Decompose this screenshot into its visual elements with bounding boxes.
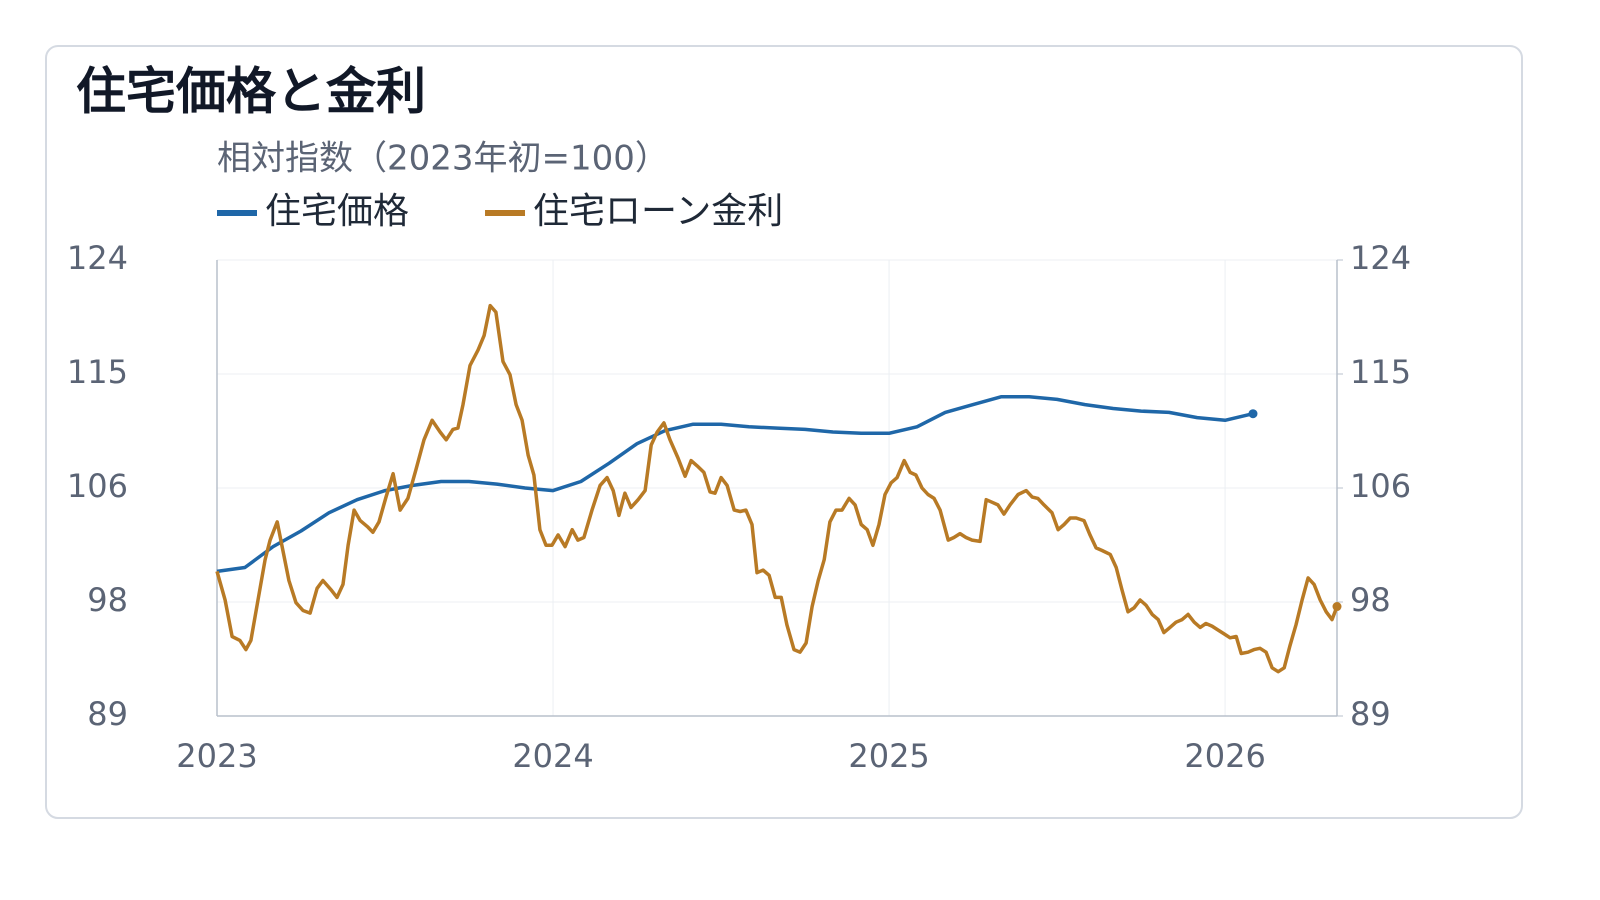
x-tick-label: 2026	[1184, 737, 1265, 775]
y2-tick-label: 89	[1350, 695, 1391, 733]
y-tick-label: 106	[67, 467, 128, 505]
y2-tick-label: 98	[1350, 581, 1391, 619]
end-point	[1332, 602, 1342, 612]
y-tick-label: 98	[87, 581, 128, 619]
y2-tick-label: 106	[1350, 467, 1411, 505]
y-tick-label: 89	[87, 695, 128, 733]
y2-tick-label: 124	[1350, 239, 1411, 277]
card	[45, 45, 1523, 819]
y-tick-label: 115	[67, 353, 128, 391]
legend-label: 住宅ローン金利	[533, 191, 783, 232]
chart-subtitle: 相対指数（2023年初=100）	[217, 139, 669, 179]
end-point	[1248, 409, 1258, 419]
series-line	[215, 303, 1339, 674]
chart-title: 住宅価格と金利	[76, 63, 426, 121]
y-tick-label: 124	[67, 239, 128, 277]
x-tick-label: 2023	[176, 737, 257, 775]
y2-tick-label: 115	[1350, 353, 1411, 391]
legend-label: 住宅価格	[265, 191, 409, 232]
x-tick-label: 2025	[848, 737, 929, 775]
x-tick-label: 2024	[512, 737, 593, 775]
